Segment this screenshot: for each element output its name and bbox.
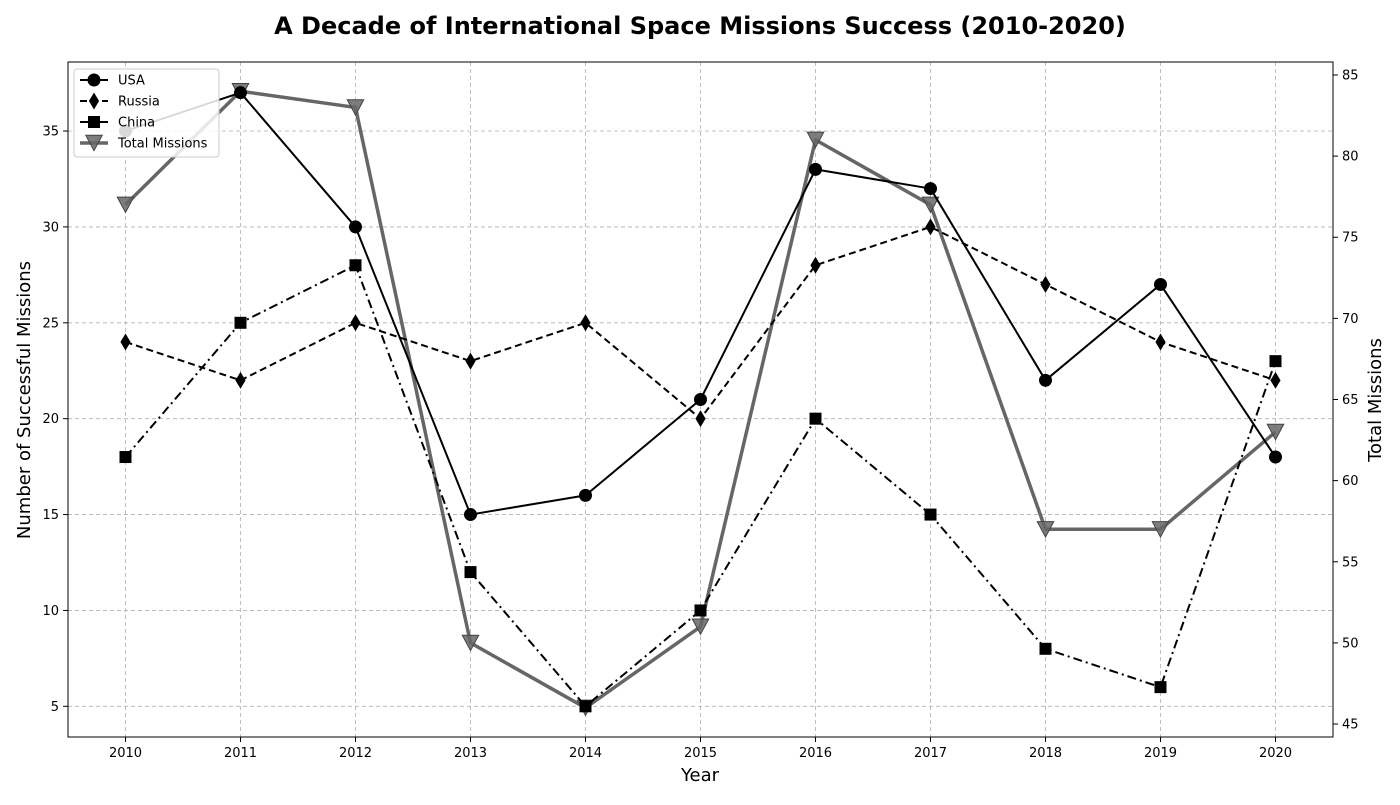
legend-box xyxy=(73,68,220,158)
data-point-russia xyxy=(810,256,821,274)
data-point-total-missions xyxy=(116,196,135,214)
data-point-russia xyxy=(350,314,361,332)
data-point-china xyxy=(1269,355,1282,368)
legend-marker-total-missions xyxy=(84,134,104,152)
y-axis-right-ticks: 45 50 55 60 65 70 75 80 85 xyxy=(1333,68,1359,733)
data-point-russia xyxy=(120,333,131,351)
x-tick-label: 2020 xyxy=(1259,746,1292,761)
x-tick-label: 2015 xyxy=(684,746,717,761)
y-right-tick-label: 50 xyxy=(1342,636,1359,651)
y-right-tick-label: 55 xyxy=(1342,555,1359,570)
data-point-china xyxy=(464,566,477,579)
legend-label-usa: USA xyxy=(118,74,145,89)
y-axis-ticks: 5 10 15 20 25 30 35 xyxy=(42,125,68,715)
series-layer xyxy=(116,83,1285,717)
data-point-china xyxy=(1154,681,1167,694)
y-right-tick-label: 45 xyxy=(1342,718,1359,733)
legend-label-china: China xyxy=(118,116,155,131)
data-point-usa xyxy=(694,393,707,406)
y-right-tick-label: 75 xyxy=(1342,231,1359,246)
legend-marker-russia xyxy=(88,92,100,110)
data-point-china xyxy=(349,259,362,272)
y-right-tick-label: 85 xyxy=(1342,68,1359,83)
legend-marker-usa xyxy=(87,73,101,87)
y-right-tick-label: 70 xyxy=(1342,312,1359,327)
data-point-usa xyxy=(579,488,592,502)
x-tick-label: 2012 xyxy=(339,746,372,761)
x-tick-label: 2017 xyxy=(914,746,947,761)
x-tick-label: 2011 xyxy=(224,746,257,761)
x-axis-ticks: 2010 2011 2012 2013 2014 2015 2016 2017 2018 2019… xyxy=(109,737,1292,761)
data-point-usa xyxy=(234,86,247,100)
data-point-usa xyxy=(349,220,362,234)
x-tick-label: 2013 xyxy=(454,746,487,761)
data-point-china xyxy=(809,412,822,425)
x-tick-label: 2018 xyxy=(1029,746,1062,761)
data-point-russia xyxy=(235,371,246,389)
data-point-total-missions xyxy=(346,99,365,117)
data-point-russia xyxy=(1270,371,1281,389)
x-tick-label: 2016 xyxy=(799,746,832,761)
data-point-russia xyxy=(1155,333,1166,351)
data-point-usa xyxy=(809,162,822,176)
data-point-russia xyxy=(465,352,476,370)
y-right-tick-label: 60 xyxy=(1342,474,1359,489)
data-point-china xyxy=(579,700,592,713)
y-right-tick-label: 80 xyxy=(1342,150,1359,165)
x-axis-label: Year xyxy=(680,765,720,786)
x-tick-label: 2019 xyxy=(1144,746,1177,761)
data-point-china xyxy=(1039,642,1052,655)
y-right-tick-label: 65 xyxy=(1342,393,1359,408)
data-point-usa xyxy=(1269,450,1282,464)
series-total-missions xyxy=(116,83,1285,717)
data-point-total-missions xyxy=(806,131,825,149)
legend-label-russia: Russia xyxy=(118,95,160,110)
y-tick-label: 20 xyxy=(42,412,59,427)
data-point-usa xyxy=(464,508,477,522)
data-point-usa xyxy=(1039,373,1052,387)
data-point-total-missions xyxy=(461,634,480,652)
data-point-china xyxy=(234,316,247,329)
chart-title: A Decade of International Space Missions… xyxy=(274,12,1126,40)
data-point-china xyxy=(694,604,707,617)
y-tick-label: 25 xyxy=(42,316,59,331)
x-tick-label: 2010 xyxy=(109,746,142,761)
y-axis-label: Number of Successful Missions xyxy=(14,261,35,539)
legend-label-total-missions: Total Missions xyxy=(117,137,208,152)
series-china xyxy=(119,259,1282,713)
data-point-russia xyxy=(580,314,591,332)
y-tick-label: 30 xyxy=(42,220,59,235)
data-point-total-missions xyxy=(1036,521,1055,539)
data-point-russia xyxy=(695,410,706,428)
data-point-total-missions xyxy=(691,618,710,636)
data-point-total-missions xyxy=(1151,521,1170,539)
series-russia xyxy=(120,218,1281,428)
y-tick-label: 35 xyxy=(42,125,59,140)
legend-marker-china xyxy=(88,116,100,128)
y-tick-label: 15 xyxy=(42,508,59,523)
data-point-usa xyxy=(1154,277,1167,291)
data-point-russia xyxy=(925,218,936,236)
data-point-china xyxy=(119,451,132,464)
legend: USA Russia China Total Missions xyxy=(73,68,220,158)
data-point-total-missions xyxy=(1266,423,1285,441)
x-tick-label: 2014 xyxy=(569,746,602,761)
data-point-russia xyxy=(1040,275,1051,293)
data-point-total-missions xyxy=(921,196,940,214)
data-point-china xyxy=(924,508,937,521)
y-tick-label: 10 xyxy=(42,604,59,619)
data-point-usa xyxy=(924,182,937,196)
y-tick-label: 5 xyxy=(51,700,59,715)
y-axis-right-label: Total Missions xyxy=(1365,338,1386,463)
